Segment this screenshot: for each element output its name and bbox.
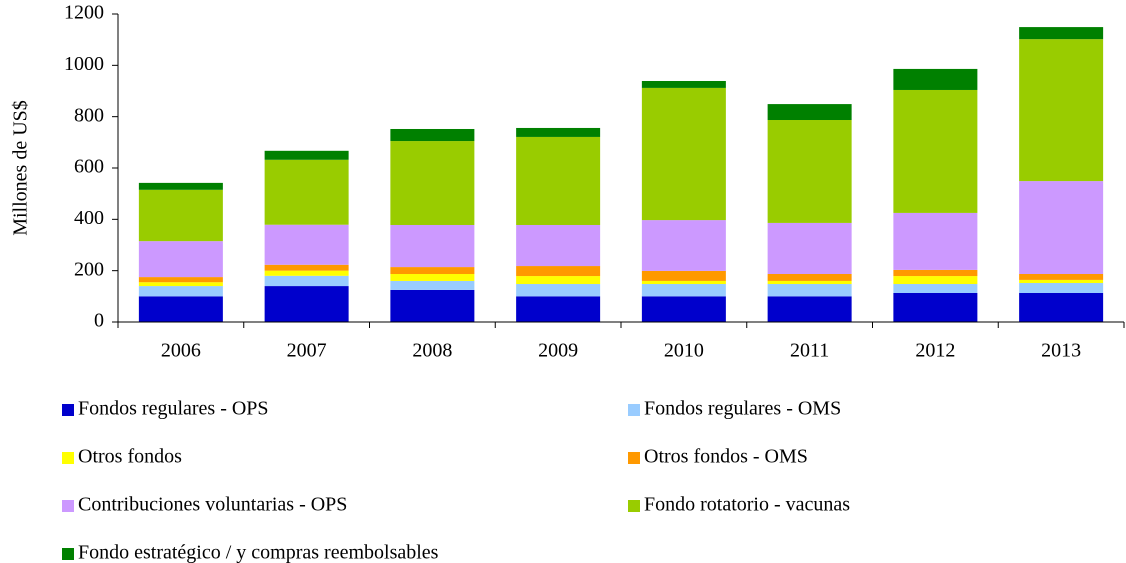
bar-segment <box>1019 181 1104 275</box>
x-tick-label: 2013 <box>1041 340 1081 362</box>
y-tick-label: 600 <box>74 156 104 178</box>
legend-label: Fondos regulares - OPS <box>78 398 269 420</box>
legend-label: Fondo estratégico / y compras reembolsab… <box>78 542 439 563</box>
bar-segment <box>641 270 726 281</box>
x-tick-label: 2007 <box>287 340 327 362</box>
bar-segment <box>1019 39 1104 182</box>
x-tick-label: 2011 <box>790 340 829 362</box>
bar-segment <box>1019 27 1104 40</box>
bar-segment <box>1019 282 1104 293</box>
bar-segment <box>641 220 726 271</box>
bar-segment <box>390 128 475 142</box>
legend-label: Otros fondos <box>78 446 182 468</box>
bar-segment <box>1019 292 1104 322</box>
bar-segment <box>516 296 601 322</box>
bar-segment <box>390 224 475 268</box>
bar-segment <box>516 127 601 137</box>
legend-label: Fondos regulares - OMS <box>644 398 841 420</box>
bar-segment <box>390 274 475 281</box>
bar-segment <box>516 224 601 267</box>
legend-swatch <box>62 500 74 512</box>
bar-segment <box>641 280 726 285</box>
bar-segment <box>893 89 978 213</box>
bar-segment <box>767 280 852 285</box>
bar-segment <box>1019 274 1104 280</box>
bar-segment <box>264 150 349 160</box>
x-tick-label: 2006 <box>161 340 201 362</box>
y-axis-label: Millones de US$ <box>10 100 32 236</box>
legend-swatch <box>62 404 74 416</box>
bar-segment <box>138 282 223 287</box>
bar-segment <box>516 136 601 225</box>
bar-segment <box>641 296 726 322</box>
bar-segment <box>264 264 349 271</box>
bar-segment <box>893 68 978 90</box>
bar-segment <box>264 286 349 322</box>
bar-segment <box>641 80 726 88</box>
legend-swatch <box>62 452 74 464</box>
legend-label: Contribuciones voluntarias - OPS <box>78 494 347 516</box>
bar-segment <box>1019 279 1104 283</box>
legend-swatch <box>628 452 640 464</box>
bar-segment <box>641 87 726 221</box>
bar-segment <box>516 284 601 297</box>
x-tick-label: 2012 <box>915 340 955 362</box>
bar-segment <box>893 212 978 270</box>
y-tick-label: 1200 <box>64 2 104 24</box>
x-tick-label: 2009 <box>538 340 578 362</box>
bar-segment <box>893 269 978 277</box>
legend-swatch <box>628 404 640 416</box>
bar-segment <box>264 275 349 287</box>
bar-segment <box>390 289 475 322</box>
bar-segment <box>516 276 601 285</box>
bar-segment <box>138 182 223 190</box>
bar-segment <box>893 276 978 285</box>
bar-segment <box>767 222 852 275</box>
bar-segment <box>767 120 852 223</box>
bar-segment <box>264 224 349 265</box>
y-tick-label: 0 <box>94 310 104 332</box>
legend-swatch <box>628 500 640 512</box>
y-tick-label: 1000 <box>64 53 104 75</box>
bar-segment <box>138 189 223 242</box>
bar-segment <box>767 274 852 281</box>
bar-segment <box>516 266 601 277</box>
bar-segment <box>138 286 223 297</box>
bar-segment <box>767 284 852 297</box>
bar-segment <box>767 296 852 322</box>
bar-segment <box>138 241 223 278</box>
y-tick-label: 400 <box>74 207 104 229</box>
bar-segment <box>264 270 349 276</box>
legend-label: Fondo rotatorio - vacunas <box>644 494 850 516</box>
bar-segment <box>138 296 223 322</box>
y-tick-label: 800 <box>74 104 104 126</box>
bar-segment <box>264 159 349 225</box>
bar-segment <box>767 104 852 121</box>
bar-segment <box>390 267 475 275</box>
bar-segment <box>390 280 475 290</box>
bar-segment <box>390 141 475 225</box>
bar-segment <box>138 277 223 283</box>
y-tick-label: 200 <box>74 258 104 280</box>
x-tick-label: 2008 <box>412 340 452 362</box>
legend-swatch <box>62 548 74 560</box>
bar-segment <box>641 284 726 297</box>
bar-segment <box>893 292 978 322</box>
x-tick-label: 2010 <box>664 340 704 362</box>
bar-segment <box>893 284 978 293</box>
legend-label: Otros fondos - OMS <box>644 446 808 468</box>
